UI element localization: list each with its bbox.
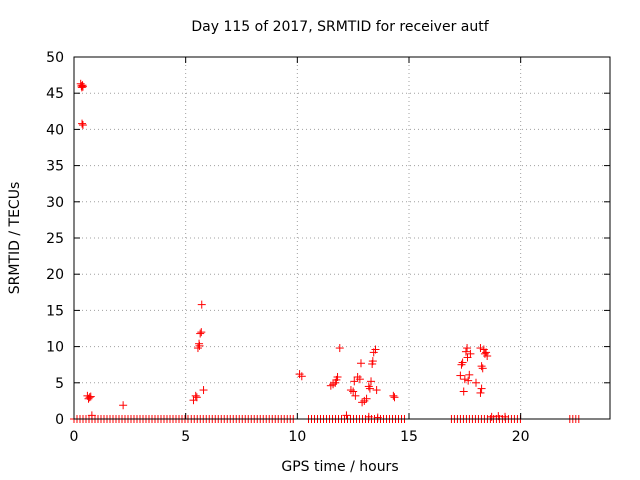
data-point	[86, 392, 95, 401]
data-point	[457, 360, 466, 369]
data-point	[85, 393, 94, 402]
data-point	[362, 394, 371, 403]
data-point	[78, 82, 87, 91]
x-tick-label: 5	[181, 429, 190, 445]
y-tick-label: 10	[46, 340, 64, 356]
data-points	[76, 79, 510, 422]
x-tick-label: 20	[512, 429, 530, 445]
data-point	[460, 375, 469, 384]
data-point	[196, 329, 205, 338]
y-tick-label: 45	[46, 86, 64, 102]
data-point	[483, 352, 492, 361]
data-point	[355, 375, 364, 384]
data-point	[335, 344, 344, 353]
y-tick-label: 20	[46, 267, 64, 283]
y-tick-label: 0	[55, 412, 64, 428]
data-point	[456, 371, 465, 380]
y-tick-label: 35	[46, 159, 64, 175]
y-tick-label: 5	[55, 376, 64, 392]
data-point	[295, 370, 304, 379]
data-point	[199, 386, 208, 395]
data-point	[458, 358, 467, 367]
data-point	[476, 388, 485, 397]
data-point	[195, 341, 204, 350]
data-point	[197, 300, 206, 309]
data-point	[464, 376, 473, 385]
data-point	[372, 386, 381, 395]
data-point	[480, 349, 489, 358]
data-point	[461, 347, 470, 356]
data-point	[197, 328, 206, 337]
grid-lines	[74, 57, 610, 419]
data-point	[119, 401, 128, 410]
chart-title: Day 115 of 2017, SRMTID for receiver aut…	[191, 19, 489, 35]
data-point	[356, 359, 365, 368]
data-point	[368, 357, 377, 366]
data-point	[365, 384, 374, 393]
data-point	[364, 382, 373, 391]
data-point	[472, 378, 480, 387]
data-point	[78, 121, 87, 130]
data-point	[477, 362, 486, 371]
data-point	[353, 373, 362, 382]
y-tick-label: 25	[46, 231, 64, 247]
y-tick-label: 15	[46, 303, 64, 319]
data-point	[390, 393, 399, 402]
data-point	[333, 373, 342, 382]
data-point	[466, 349, 475, 358]
x-tick-label: 10	[288, 429, 306, 445]
data-point	[329, 380, 338, 389]
data-point	[482, 348, 491, 357]
data-point	[360, 396, 369, 405]
data-point	[87, 411, 96, 420]
data-point	[389, 391, 398, 400]
y-tick-label: 50	[46, 50, 64, 66]
y-tick-label: 40	[46, 122, 64, 138]
axis-ticks	[73, 56, 610, 420]
data-point	[342, 411, 351, 420]
data-point	[478, 364, 487, 373]
x-axis-label: GPS time / hours	[281, 459, 398, 475]
data-point	[367, 377, 376, 386]
data-point	[297, 372, 306, 381]
data-point	[373, 413, 382, 422]
x-tick-label: 15	[400, 429, 418, 445]
x-tick-label: 0	[70, 429, 79, 445]
data-point	[349, 387, 358, 396]
data-point	[351, 391, 360, 400]
data-point	[465, 370, 474, 379]
data-point	[463, 344, 472, 353]
data-point	[346, 386, 355, 395]
data-point	[193, 344, 202, 353]
y-tick-label: 30	[46, 195, 64, 211]
tick-labels: 0 5 10 15 20 25 30 35 40 45 50 0 5 10 15 20	[46, 50, 529, 445]
data-point	[77, 83, 86, 92]
data-point	[191, 391, 200, 400]
data-point	[350, 377, 359, 386]
data-point	[192, 393, 201, 402]
data-point	[371, 345, 380, 354]
data-point	[477, 384, 486, 393]
data-point	[487, 412, 496, 421]
data-point	[476, 344, 485, 353]
data-point	[358, 398, 367, 407]
y-axis-label: SRMTID / TECUs	[7, 182, 23, 295]
data-point	[78, 119, 87, 128]
data-point	[459, 387, 468, 396]
